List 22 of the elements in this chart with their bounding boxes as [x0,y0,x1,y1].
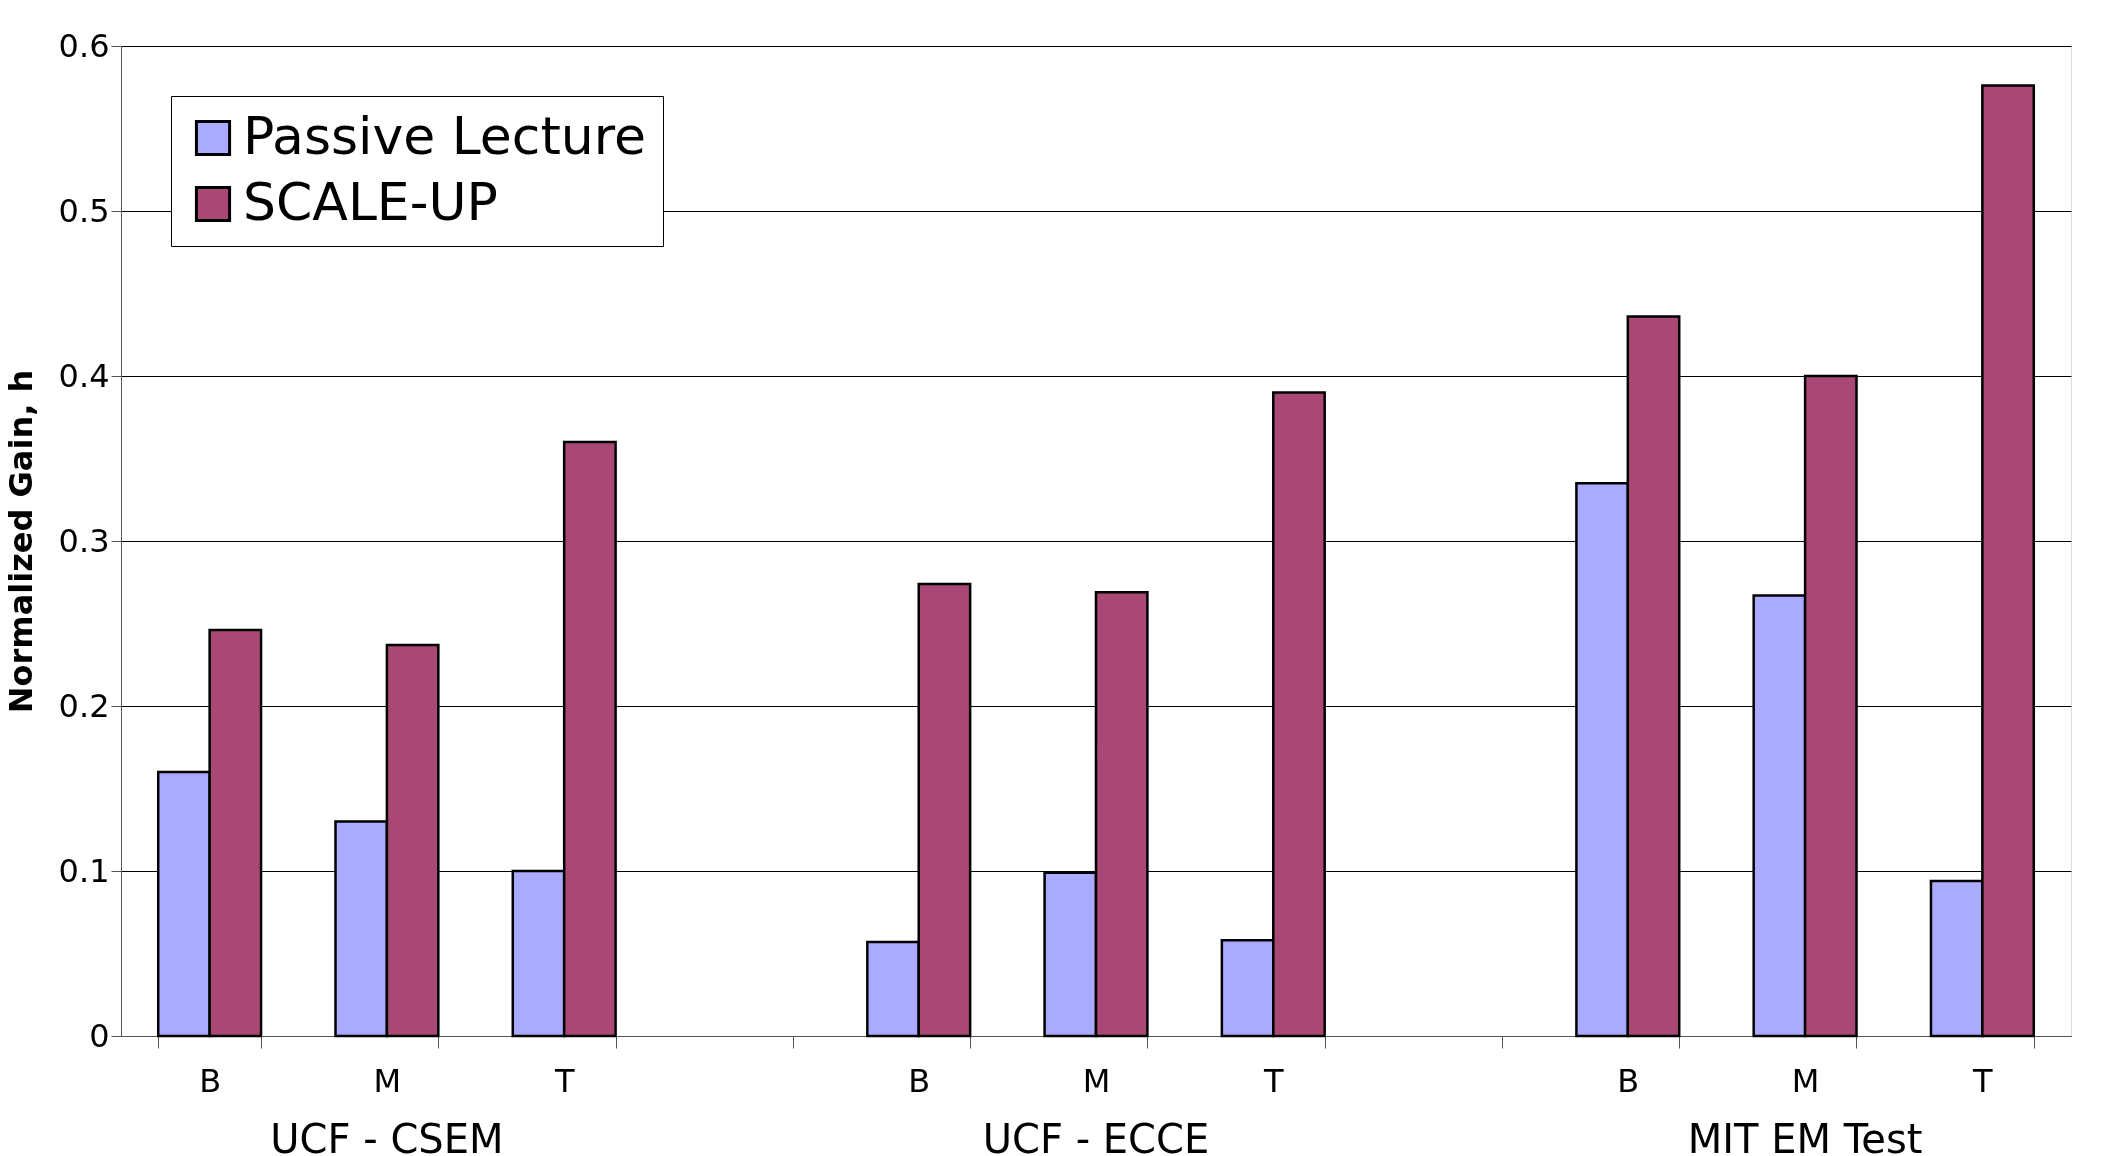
x-tick-label: T [1263,1061,1284,1100]
y-tick-label: 0.1 [58,851,110,890]
y-tick-label: 0.3 [58,521,110,560]
x-tick-label: M [373,1061,402,1100]
y-tick-label: 0.2 [58,686,110,725]
legend-label: SCALE-UP [243,172,498,232]
text: UCF - ECCE [982,1116,1210,1156]
y-axis-title: Normalized Gain, h [1,369,40,714]
x-tick-label: T [553,1061,575,1100]
x-tick-label: B [908,1061,931,1100]
text: UCF - CSEM [270,1116,504,1156]
text: MIT EM Test [1687,1116,1923,1156]
x-tick-label: M [1791,1061,1820,1100]
x-tick-label: M [1082,1061,1111,1100]
legend-label: Passive Lecture [243,106,647,166]
y-tick-label: 0.6 [58,26,110,65]
y-tick-label: 0.5 [58,191,110,230]
y-tick-label: 0.4 [58,356,110,395]
x-tick-label: B [1617,1061,1640,1100]
y-tick-label: 0 [89,1016,110,1055]
x-tick-label: T [1972,1061,1994,1100]
x-tick-label: B [199,1061,222,1100]
